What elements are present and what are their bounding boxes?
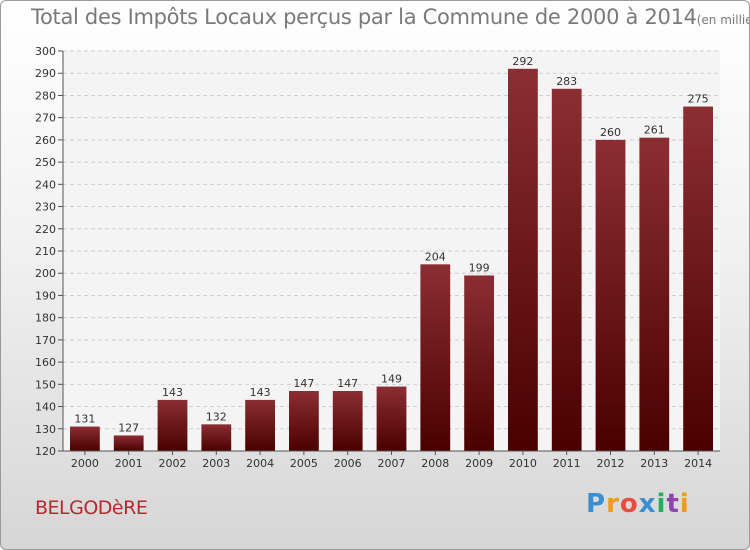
bar-value-label: 143 <box>250 386 271 399</box>
bar-value-label: 147 <box>337 377 358 390</box>
bar <box>157 399 188 451</box>
bar-value-label: 260 <box>600 126 621 139</box>
bar <box>70 426 100 451</box>
bar <box>113 435 144 451</box>
x-tick-label: 2000 <box>71 457 99 470</box>
x-tick-label: 2011 <box>553 457 581 470</box>
x-tick-label: 2003 <box>202 457 230 470</box>
bar-value-label: 149 <box>381 373 402 386</box>
y-tick-label: 200 <box>35 267 56 280</box>
bar <box>376 386 407 451</box>
bar <box>201 424 232 451</box>
bar-value-label: 199 <box>469 261 490 274</box>
x-tick-label: 2007 <box>378 457 406 470</box>
commune-name: BELGODèRE <box>35 497 148 519</box>
bar <box>245 399 275 451</box>
chart-subtitle: (en milliers d'€) <box>696 13 749 27</box>
x-tick-label: 2002 <box>159 457 187 470</box>
y-tick-label: 220 <box>35 223 56 236</box>
bar <box>508 68 538 452</box>
y-tick-label: 160 <box>35 356 56 369</box>
bar <box>420 264 451 451</box>
logo-letter: x <box>638 489 657 519</box>
logo-letter: t <box>666 489 680 519</box>
logo-letter: i <box>656 489 667 519</box>
y-tick-label: 210 <box>35 245 56 258</box>
bar-value-label: 143 <box>162 386 183 399</box>
logo-letter: i <box>679 489 690 519</box>
y-tick-label: 260 <box>35 134 56 147</box>
x-tick-label: 2008 <box>421 457 449 470</box>
chart-title: Total des Impôts Locaux perçus par la Co… <box>31 5 749 29</box>
bar <box>551 88 582 452</box>
x-tick-label: 2005 <box>290 457 318 470</box>
bar-value-label: 261 <box>644 124 665 137</box>
x-axis: 2000 2001 2002 2003 2004 2005 2006 2007 2008 2009… <box>63 450 720 470</box>
bar <box>595 139 626 451</box>
y-tick-label: 240 <box>35 178 56 191</box>
x-tick-label: 2001 <box>115 457 143 470</box>
proxiti-logo[interactable]: Proxiti <box>586 489 690 519</box>
y-tick-label: 130 <box>35 423 56 436</box>
y-tick-label: 190 <box>35 289 56 302</box>
logo-letter: P <box>586 489 607 519</box>
bar <box>332 391 363 451</box>
y-axis: 120 130 140 150 160 170 180 190 200 210 220 230 240 2… <box>35 45 64 458</box>
x-tick-label: 2004 <box>246 457 274 470</box>
y-tick-label: 270 <box>35 112 56 125</box>
x-tick-label: 2010 <box>509 457 537 470</box>
bar-value-label: 132 <box>206 410 227 423</box>
y-tick-label: 170 <box>35 334 56 347</box>
y-tick-label: 140 <box>35 401 56 414</box>
bar-value-label: 283 <box>556 75 577 88</box>
x-tick-label: 2013 <box>640 457 668 470</box>
y-tick-label: 280 <box>35 89 56 102</box>
logo-letter: o <box>619 489 639 519</box>
bar-value-label: 131 <box>74 413 95 426</box>
x-tick-label: 2006 <box>334 457 362 470</box>
bar <box>464 275 494 451</box>
bar-value-label: 275 <box>688 93 709 106</box>
chart-title-text: Total des Impôts Locaux perçus par la Co… <box>31 5 697 29</box>
bar-value-label: 204 <box>425 250 446 263</box>
y-tick-label: 230 <box>35 201 56 214</box>
x-tick-label: 2014 <box>684 457 712 470</box>
bar <box>639 137 670 451</box>
x-tick-label: 2009 <box>465 457 493 470</box>
y-tick-label: 250 <box>35 156 56 169</box>
bars: 131 127 143 132 143 147 147 149 204 199 292 283 260 2… <box>70 55 713 452</box>
bar-value-label: 292 <box>512 55 533 68</box>
logo-letter: r <box>606 489 620 519</box>
y-tick-label: 180 <box>35 312 56 325</box>
bar <box>683 106 713 452</box>
bar <box>289 391 319 451</box>
y-tick-label: 120 <box>35 445 56 458</box>
bar-value-label: 147 <box>293 377 314 390</box>
bar-value-label: 127 <box>118 421 139 434</box>
x-tick-label: 2012 <box>597 457 625 470</box>
y-tick-label: 290 <box>35 67 56 80</box>
y-tick-label: 150 <box>35 378 56 391</box>
y-tick-label: 300 <box>35 45 56 58</box>
